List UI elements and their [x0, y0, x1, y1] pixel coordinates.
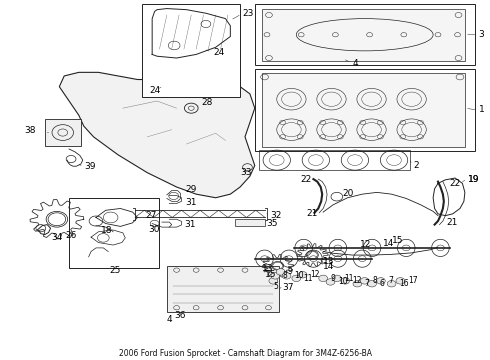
Text: 10: 10	[338, 278, 347, 287]
Text: 4: 4	[167, 315, 172, 324]
Text: 33: 33	[240, 168, 251, 177]
Text: 4: 4	[352, 59, 358, 68]
Text: 7: 7	[365, 279, 369, 288]
Bar	[262, 73, 465, 147]
Text: 11: 11	[344, 274, 354, 283]
Text: 9: 9	[331, 274, 335, 283]
Text: 13: 13	[323, 257, 334, 266]
Circle shape	[276, 269, 285, 275]
Text: 22: 22	[449, 179, 461, 188]
Text: 19: 19	[468, 175, 480, 184]
Circle shape	[298, 271, 307, 278]
Bar	[69, 198, 159, 267]
Circle shape	[319, 275, 328, 282]
Text: 32: 32	[270, 211, 282, 220]
Circle shape	[269, 278, 278, 284]
Text: 2006 Ford Fusion Sprocket - Camshaft Diagram for 3M4Z-6256-BA: 2006 Ford Fusion Sprocket - Camshaft Dia…	[119, 349, 371, 358]
Text: 26: 26	[65, 231, 76, 240]
Text: 12: 12	[310, 270, 319, 279]
Text: 1: 1	[479, 105, 484, 114]
Text: 15: 15	[392, 236, 403, 245]
Circle shape	[396, 278, 405, 284]
Text: 29: 29	[185, 185, 197, 194]
Bar	[262, 9, 465, 61]
Text: 36: 36	[174, 311, 186, 320]
Bar	[255, 69, 475, 151]
Circle shape	[387, 280, 396, 287]
Text: 31: 31	[184, 220, 196, 229]
Text: 15: 15	[265, 270, 276, 279]
Text: 2: 2	[414, 161, 419, 170]
Circle shape	[376, 278, 385, 284]
Text: 19: 19	[468, 175, 480, 184]
Text: 23: 23	[243, 9, 254, 18]
Bar	[45, 119, 81, 146]
Text: 9: 9	[288, 267, 293, 276]
Text: 10: 10	[294, 271, 303, 280]
Bar	[235, 219, 265, 226]
Text: 8: 8	[372, 276, 377, 285]
Text: 14: 14	[323, 262, 335, 271]
Circle shape	[326, 279, 335, 285]
Text: 22: 22	[301, 175, 312, 184]
Text: 37: 37	[283, 283, 294, 292]
Text: 18: 18	[101, 226, 112, 235]
Text: 39: 39	[85, 162, 96, 171]
Text: 24: 24	[213, 48, 224, 57]
Circle shape	[341, 278, 349, 284]
Text: 31: 31	[185, 198, 197, 207]
Text: 20: 20	[343, 189, 354, 198]
Text: 3: 3	[479, 30, 484, 39]
Circle shape	[282, 273, 291, 279]
Text: 16: 16	[399, 279, 409, 288]
Polygon shape	[59, 72, 255, 198]
Text: 24: 24	[150, 86, 161, 95]
Circle shape	[332, 275, 341, 282]
Text: 13: 13	[262, 264, 273, 273]
Text: 7: 7	[388, 276, 393, 285]
Text: 34: 34	[51, 233, 63, 242]
Text: 21: 21	[446, 217, 458, 226]
Text: 12: 12	[352, 276, 362, 285]
Text: 30: 30	[148, 225, 160, 234]
Text: 25: 25	[110, 266, 121, 275]
Circle shape	[271, 273, 280, 279]
Text: 28: 28	[201, 98, 212, 107]
Bar	[167, 266, 279, 312]
Circle shape	[360, 278, 369, 284]
Text: 14: 14	[383, 239, 394, 248]
Text: 8: 8	[283, 271, 287, 280]
Text: 12: 12	[360, 240, 371, 249]
Circle shape	[368, 280, 376, 287]
Circle shape	[353, 280, 362, 287]
Text: 21: 21	[306, 209, 318, 218]
Text: 17: 17	[408, 276, 417, 285]
Bar	[255, 4, 475, 65]
Text: 11: 11	[304, 274, 313, 283]
Text: 27: 27	[146, 211, 157, 220]
Circle shape	[292, 275, 301, 282]
Text: 38: 38	[24, 126, 36, 135]
Text: 35: 35	[266, 219, 277, 228]
Text: 6: 6	[379, 279, 384, 288]
Bar	[143, 4, 240, 98]
Text: 5: 5	[273, 282, 278, 291]
Bar	[259, 150, 410, 170]
